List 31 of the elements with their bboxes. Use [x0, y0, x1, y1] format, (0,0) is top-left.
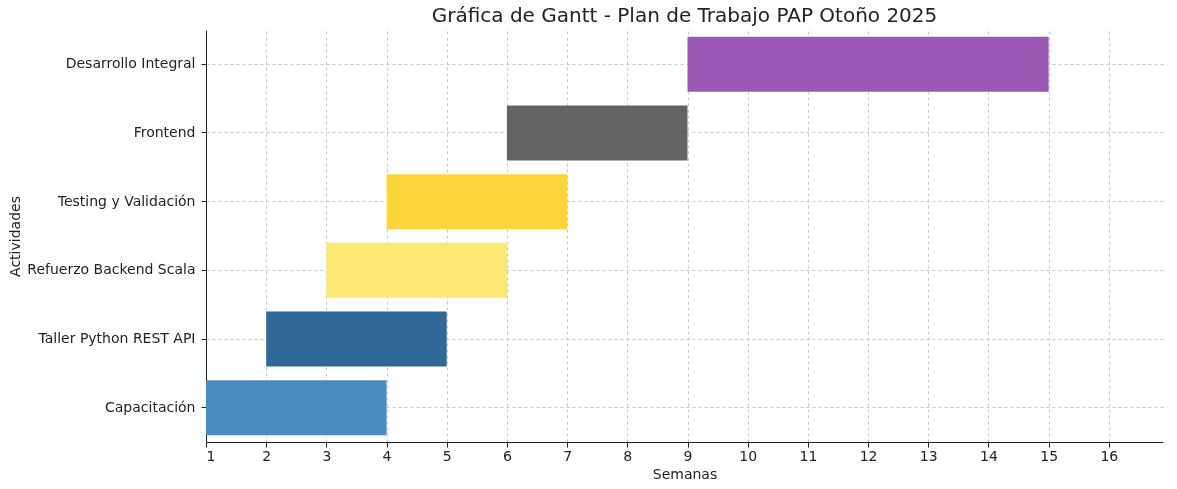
x-tick-label: 10	[739, 447, 758, 464]
x-tick-label: 3	[322, 447, 332, 464]
x-tick-label: 15	[1040, 447, 1059, 464]
bar	[206, 380, 387, 436]
x-tick-label: 13	[919, 447, 938, 464]
bar	[687, 36, 1049, 92]
y-axis-title: Actividades	[7, 196, 24, 277]
x-tick-label: 14	[980, 447, 998, 464]
chart-title: Gráfica de Gantt - Plan de Trabajo PAP Otoño 2025	[431, 3, 938, 27]
bar	[506, 105, 688, 161]
x-tick-label: 7	[563, 447, 573, 464]
y-tick-label: Testing y Validación	[56, 192, 196, 209]
y-tick-label: Desarrollo Integral	[65, 55, 196, 72]
x-tick-label: 9	[683, 447, 693, 464]
bar	[266, 311, 447, 367]
y-tick-label: Frontend	[133, 124, 196, 140]
x-tick-label: 16	[1100, 447, 1119, 464]
y-tick-label: Taller Python REST API	[37, 330, 196, 346]
x-tick-label: 5	[442, 447, 452, 464]
x-tick-label: 11	[799, 447, 818, 464]
bar	[326, 242, 507, 298]
x-tick-label: 6	[502, 447, 512, 464]
x-axis-title: Semanas	[652, 465, 718, 482]
bar	[386, 174, 568, 230]
x-tick-label: 4	[382, 447, 392, 464]
x-tick-label: 8	[623, 447, 633, 464]
y-tick-label: Refuerzo Backend Scala	[27, 261, 196, 278]
x-tick-label: 1	[206, 447, 216, 464]
y-tick-label: Capacitación	[104, 398, 196, 415]
x-tick-label: 2	[262, 447, 272, 464]
x-tick-label: 12	[859, 447, 878, 464]
